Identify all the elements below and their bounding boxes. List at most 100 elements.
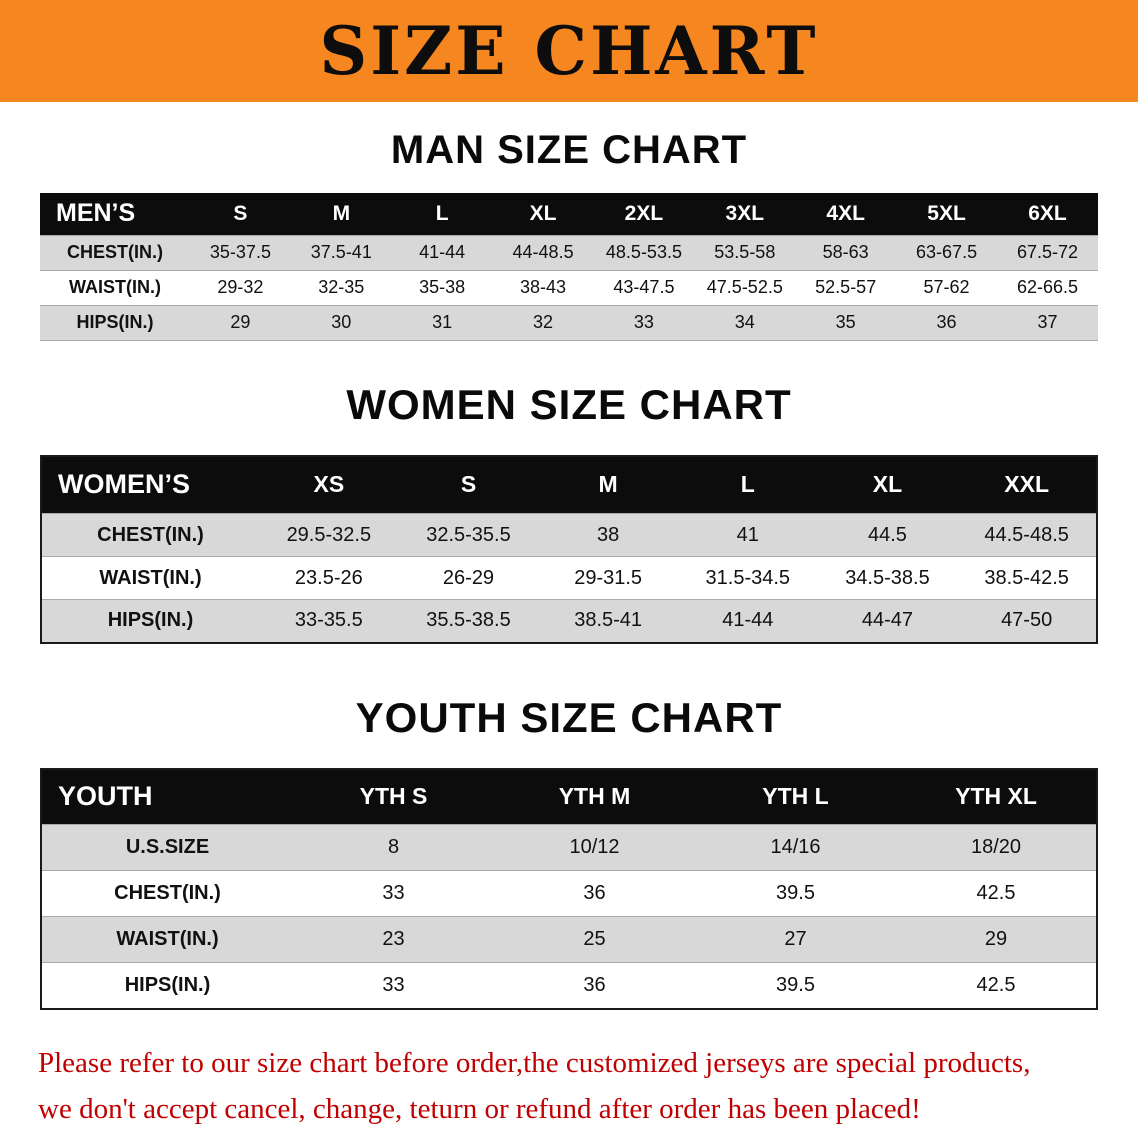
table-cell: 38-43	[492, 270, 594, 306]
table-row: CHEST(IN.) 33 36 39.5 42.5	[41, 870, 1097, 917]
column-header: XS	[259, 455, 399, 514]
table-cell: 39.5	[695, 962, 896, 1009]
table-name-cell: WOMEN’S	[41, 455, 259, 514]
table-cell: 38.5-42.5	[957, 556, 1097, 600]
table-cell: 35-37.5	[190, 234, 291, 271]
column-header: 3XL	[694, 193, 796, 235]
column-header: S	[190, 193, 291, 235]
table-cell: 29.5-32.5	[259, 513, 399, 557]
table-cell: 8	[293, 824, 494, 871]
table-cell: 41	[677, 513, 818, 557]
youth-size-table: YOUTH YTH S YTH M YTH L YTH XL U.S.SIZE 8 10/12…	[40, 767, 1098, 1010]
column-header: 2XL	[593, 193, 695, 235]
table-cell: 32-35	[290, 270, 392, 306]
table-cell: 32.5-35.5	[398, 513, 539, 557]
column-header: YTH M	[494, 768, 695, 825]
table-cell: 35	[795, 305, 897, 341]
women-section: WOMEN SIZE CHART WOMEN’S XS S M L XL XXL CHEST(…	[0, 381, 1138, 644]
table-cell: 35.5-38.5	[398, 599, 539, 643]
table-row: WAIST(IN.) 23 25 27 29	[41, 916, 1097, 963]
column-header: 5XL	[896, 193, 997, 235]
row-label: HIPS(IN.)	[41, 599, 259, 643]
table-cell: 23	[293, 916, 494, 963]
men-section: MAN SIZE CHART MEN’S S M L XL 2XL 3XL 4XL 5XL 6XL…	[0, 128, 1138, 341]
column-header: L	[391, 193, 493, 235]
table-cell: 41-44	[391, 234, 493, 271]
table-cell: 58-63	[795, 234, 897, 271]
table-cell: 14/16	[695, 824, 896, 871]
table-cell: 47-50	[957, 599, 1097, 643]
table-cell: 44.5-48.5	[957, 513, 1097, 557]
table-row: HIPS(IN.) 33 36 39.5 42.5	[41, 962, 1097, 1009]
row-label: CHEST(IN.)	[41, 870, 293, 917]
youth-section: YOUTH SIZE CHART YOUTH YTH S YTH M YTH L YTH…	[0, 694, 1138, 1010]
women-section-title: WOMEN SIZE CHART	[346, 380, 792, 428]
table-cell: 29-31.5	[538, 556, 678, 600]
table-cell: 32	[492, 305, 594, 341]
row-label: U.S.SIZE	[41, 824, 293, 871]
table-cell: 36	[896, 305, 997, 341]
table-cell: 53.5-58	[694, 234, 796, 271]
table-row: CHEST(IN.) 35-37.5 37.5-41 41-44 44-48.5 48.5…	[40, 234, 1098, 271]
table-cell: 34	[694, 305, 796, 341]
table-cell: 62-66.5	[997, 270, 1098, 306]
table-name-cell: MEN’S	[40, 193, 190, 235]
table-cell: 44-47	[817, 599, 958, 643]
table-cell: 63-67.5	[896, 234, 997, 271]
column-header: 6XL	[997, 193, 1098, 235]
table-cell: 29	[190, 305, 291, 341]
table-cell: 25	[494, 916, 695, 963]
row-label: WAIST(IN.)	[41, 556, 259, 600]
table-cell: 33	[293, 962, 494, 1009]
size-chart-banner: SIZE CHART	[0, 0, 1138, 102]
table-cell: 10/12	[494, 824, 695, 871]
row-label: HIPS(IN.)	[41, 962, 293, 1009]
header-row: MEN’S S M L XL 2XL 3XL 4XL 5XL 6XL	[40, 193, 1098, 235]
column-header: XL	[817, 455, 958, 514]
table-cell: 31.5-34.5	[677, 556, 818, 600]
table-cell: 37	[997, 305, 1098, 341]
column-header: YTH XL	[896, 768, 1097, 825]
table-cell: 44-48.5	[492, 234, 594, 271]
header-row: WOMEN’S XS S M L XL XXL	[41, 455, 1097, 514]
table-cell: 47.5-52.5	[694, 270, 796, 306]
table-name-cell: YOUTH	[41, 768, 293, 825]
table-row: CHEST(IN.) 29.5-32.5 32.5-35.5 38 41 44.5 44.5…	[41, 513, 1097, 557]
column-header: YTH L	[695, 768, 896, 825]
table-row: WAIST(IN.) 23.5-26 26-29 29-31.5 31.5-34.5 34…	[41, 556, 1097, 600]
men-section-title: MAN SIZE CHART	[390, 128, 748, 172]
women-size-table: WOMEN’S XS S M L XL XXL CHEST(IN.) 29.5-32.5 32.5…	[40, 454, 1098, 644]
table-cell: 18/20	[896, 824, 1097, 871]
table-cell: 48.5-53.5	[593, 234, 695, 271]
row-label: CHEST(IN.)	[40, 234, 190, 271]
footer-disclaimer: Please refer to our size chart before or…	[38, 1040, 1100, 1132]
column-header: 4XL	[795, 193, 897, 235]
table-cell: 67.5-72	[997, 234, 1098, 271]
table-cell: 38	[538, 513, 678, 557]
header-row: YOUTH YTH S YTH M YTH L YTH XL	[41, 768, 1097, 825]
table-cell: 27	[695, 916, 896, 963]
column-header: XXL	[957, 455, 1097, 514]
table-row: WAIST(IN.) 29-32 32-35 35-38 38-43 43-47.5 47.…	[40, 270, 1098, 306]
column-header: M	[290, 193, 392, 235]
table-cell: 26-29	[398, 556, 539, 600]
footer-disclaimer-line1: Please refer to our size chart before or…	[38, 1046, 1031, 1079]
row-label: WAIST(IN.)	[41, 916, 293, 963]
table-cell: 36	[494, 870, 695, 917]
table-cell: 34.5-38.5	[817, 556, 958, 600]
table-row: U.S.SIZE 8 10/12 14/16 18/20	[41, 824, 1097, 871]
table-cell: 33	[593, 305, 695, 341]
column-header: L	[677, 455, 818, 514]
table-cell: 39.5	[695, 870, 896, 917]
table-cell: 42.5	[896, 870, 1097, 917]
row-label: HIPS(IN.)	[40, 305, 190, 341]
table-cell: 29-32	[190, 270, 291, 306]
table-cell: 37.5-41	[290, 234, 392, 271]
table-cell: 44.5	[817, 513, 958, 557]
footer-disclaimer-line2: we don't accept cancel, change, teturn o…	[38, 1092, 921, 1125]
men-size-table: MEN’S S M L XL 2XL 3XL 4XL 5XL 6XL CHEST(IN.) 35-37…	[40, 193, 1098, 341]
row-label: CHEST(IN.)	[41, 513, 259, 557]
table-cell: 52.5-57	[795, 270, 897, 306]
row-label: WAIST(IN.)	[40, 270, 190, 306]
youth-section-title: YOUTH SIZE CHART	[355, 693, 783, 741]
